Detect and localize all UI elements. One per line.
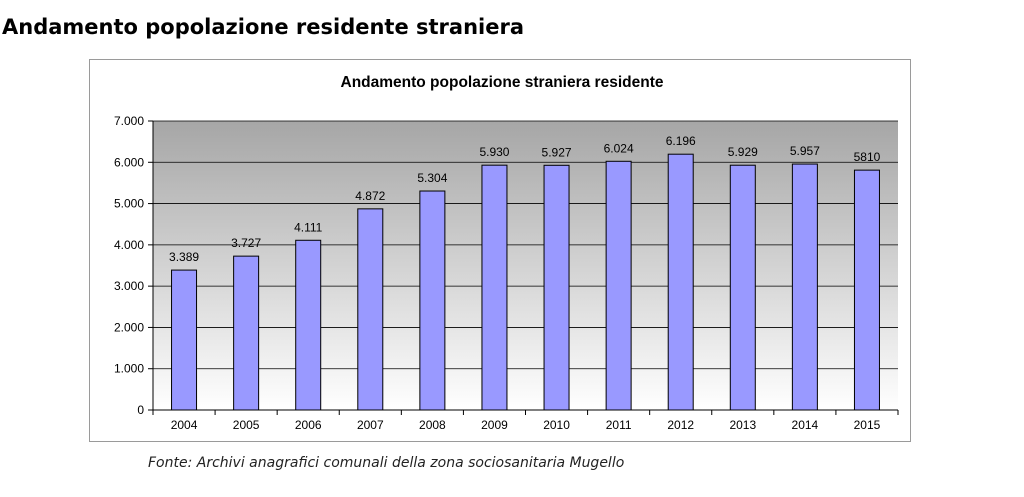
y-tick-label: 5.000 [114,197,144,211]
bar-value-label: 4.111 [294,220,323,234]
bar-value-label: 5.927 [542,145,572,159]
bar-2011 [605,160,632,411]
x-tick-label: 2010 [543,418,570,432]
x-tick-label: 2015 [854,418,881,432]
x-tick-label: 2013 [729,418,756,432]
y-tick-label: 4.000 [114,238,144,252]
plot-area [153,121,898,410]
x-tick-label: 2008 [419,418,446,432]
bar-2014 [791,163,818,411]
bar-value-label: 6.024 [604,141,634,155]
x-tick-label: 2007 [357,418,384,432]
bar-2015 [853,169,880,411]
y-tick-label: 3.000 [114,279,144,293]
source-note: Fonte: Archivi anagrafici comunali della… [148,455,625,471]
bar-2010 [543,164,570,411]
chart-title: Andamento popolazione straniera resident… [341,74,664,91]
bar-value-label: 5810 [854,150,881,164]
page-heading: Andamento popolazione residente stranier… [2,15,524,39]
bar-2008 [419,190,446,411]
bar-value-label: 5.929 [728,145,758,159]
y-tick-label: 0 [137,403,144,417]
x-tick-label: 2014 [792,418,819,432]
y-tick-label: 7.000 [114,114,144,128]
bar-value-label: 3.389 [169,250,199,264]
x-axis-ticks: 2004 2005 2006 2007 2008 2009 2010 2011 2012 2013… [152,410,899,432]
y-tick-label: 2.000 [114,320,144,334]
x-tick-label: 2005 [233,418,260,432]
bar-value-labels: 3.389 3.727 4.111 4.872 5.304 5.930 5.927 6.024… [169,134,881,264]
bar-2012 [667,153,694,411]
x-tick-label: 2006 [295,418,322,432]
x-tick-label: 2012 [667,418,694,432]
bar-2004 [171,269,198,411]
gridlines [153,120,898,370]
x-tick-label: 2011 [606,418,632,432]
bar-2013 [729,164,756,411]
bar-value-label: 6.196 [666,134,696,148]
y-tick-label: 6.000 [114,155,144,169]
bar-2009 [481,164,508,411]
y-tick-label: 1.000 [114,362,144,376]
y-axis-ticks: 0 1.000 2.000 3.000 4.000 5.000 6.000 7.000 [114,114,153,417]
x-tick-label: 2009 [481,418,508,432]
x-tick-label: 2004 [171,418,198,432]
bar-value-label: 3.727 [231,236,261,250]
bar-2007 [357,208,384,411]
bar-value-label: 5.930 [479,145,509,159]
bars [171,153,880,411]
bar-value-label: 4.872 [355,189,385,203]
bar-value-label: 5.304 [417,171,447,185]
bar-2005 [233,255,260,411]
bar-value-label: 5.957 [790,144,820,158]
bar-2006 [295,239,322,411]
